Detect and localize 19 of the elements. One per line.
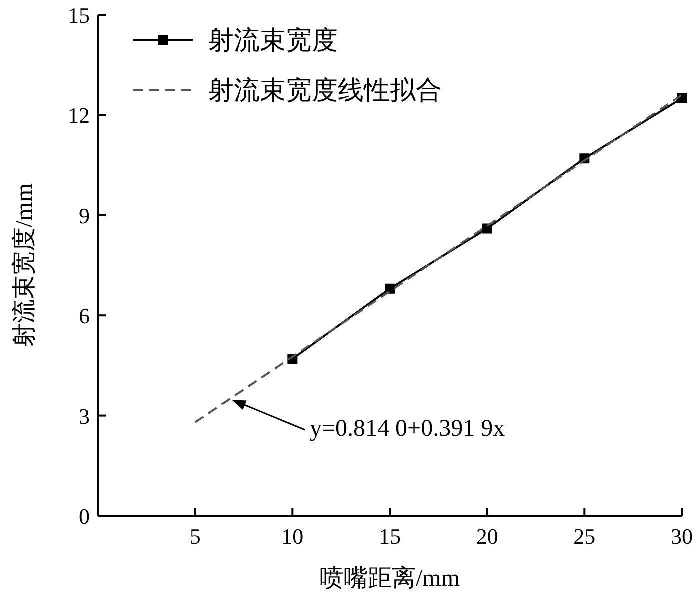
- y-tick-label: 0: [79, 504, 90, 529]
- x-tick-label: 15: [379, 524, 401, 549]
- x-tick-label: 5: [190, 524, 201, 549]
- x-tick-label: 20: [476, 524, 498, 549]
- y-tick-label: 12: [68, 103, 90, 128]
- y-tick-label: 15: [68, 3, 90, 28]
- annotation: y=0.814 0+0.391 9x: [310, 416, 506, 442]
- x-tick-label: 10: [282, 524, 304, 549]
- legend-label: 射流束宽度: [208, 26, 338, 55]
- legend-label: 射流束宽度线性拟合: [208, 76, 442, 105]
- x-axis-title: 喷嘴距离/mm: [320, 565, 460, 592]
- x-tick-label: 30: [671, 524, 693, 549]
- x-tick-label: 25: [574, 524, 596, 549]
- y-tick-label: 3: [79, 404, 90, 429]
- point: [482, 224, 492, 234]
- point: [385, 284, 395, 294]
- y-tick-label: 9: [79, 203, 90, 228]
- y-axis-title: 射流束宽度/mm: [11, 183, 38, 348]
- y-tick-label: 6: [79, 304, 90, 329]
